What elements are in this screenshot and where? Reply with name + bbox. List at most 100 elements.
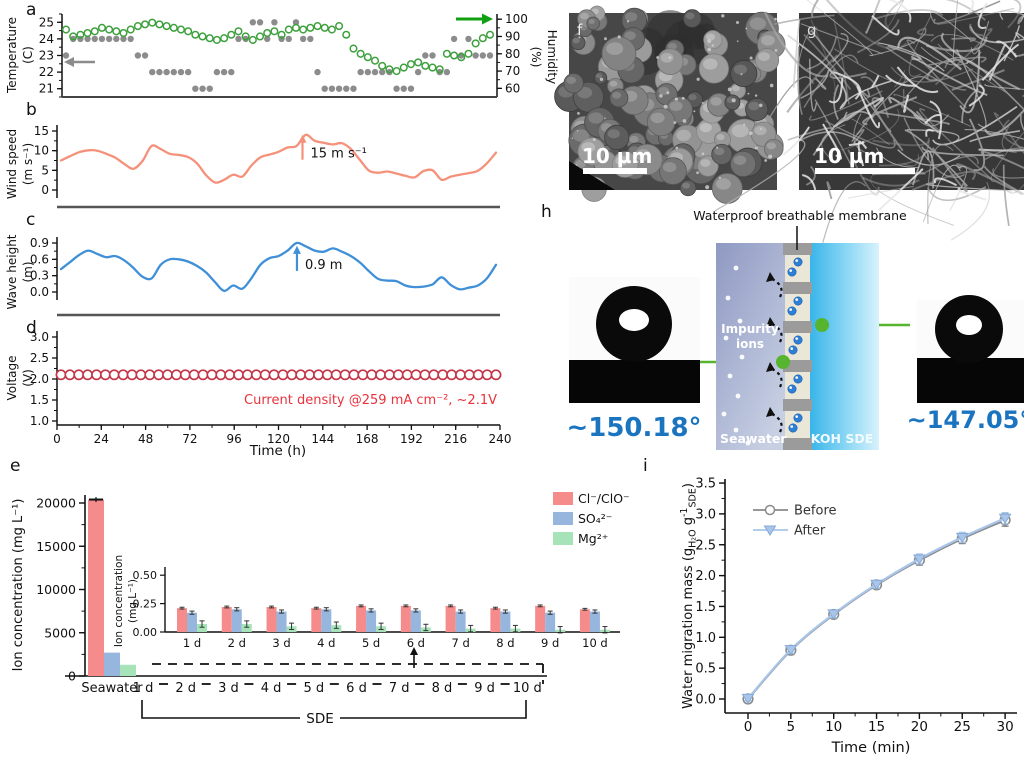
- svg-text:0.0: 0.0: [30, 285, 49, 299]
- svg-text:0.9: 0.9: [30, 236, 49, 250]
- svg-text:100: 100: [505, 12, 528, 26]
- svg-text:10: 10: [34, 144, 49, 158]
- svg-text:2 d: 2 d: [175, 681, 196, 696]
- svg-text:6 d: 6 d: [346, 681, 367, 696]
- svg-text:After: After: [794, 524, 826, 539]
- svg-text:2.0: 2.0: [695, 569, 716, 584]
- svg-text:KOH SDE: KOH SDE: [811, 431, 873, 446]
- panel-d-voltage-chart: 1.0 1.5 2.0 2.5 3.0 0 24 48 72 96 120 144 168 192 216 2…: [5, 330, 512, 459]
- svg-text:4 d: 4 d: [261, 681, 282, 696]
- svg-text:8 d: 8 d: [432, 681, 453, 696]
- svg-text:Current density @259 mA cm⁻²,: Current density @259 mA cm⁻², ~2.1V: [244, 393, 497, 408]
- svg-text:1.0: 1.0: [695, 631, 716, 646]
- svg-text:Humidity: Humidity: [545, 30, 559, 84]
- svg-text:120: 120: [267, 432, 290, 446]
- svg-text:10 µm: 10 µm: [814, 144, 884, 168]
- svg-text:25: 25: [39, 15, 54, 29]
- svg-text:Seawater: Seawater: [720, 431, 787, 446]
- svg-text:Cl⁻/ClO⁻: Cl⁻/ClO⁻: [578, 491, 630, 506]
- svg-text:Time (min): Time (min): [831, 740, 911, 756]
- panel-label-e: e: [10, 456, 21, 476]
- svg-text:8 d: 8 d: [496, 636, 514, 650]
- svg-text:5 d: 5 d: [303, 681, 324, 696]
- svg-text:ions: ions: [736, 337, 764, 351]
- svg-text:168: 168: [356, 432, 379, 446]
- panel-g-sem-image: g 10 µm: [714, 0, 1024, 243]
- svg-text:2 d: 2 d: [228, 636, 246, 650]
- svg-text:1 d: 1 d: [133, 681, 154, 696]
- svg-text:2.5: 2.5: [695, 538, 716, 553]
- svg-text:20: 20: [911, 719, 928, 735]
- svg-text:22: 22: [39, 65, 54, 79]
- svg-text:0.00: 0.00: [133, 626, 158, 639]
- svg-text:15000: 15000: [36, 539, 76, 554]
- svg-text:3.5: 3.5: [695, 477, 716, 492]
- svg-text:21: 21: [39, 82, 54, 96]
- svg-text:10000: 10000: [36, 582, 76, 597]
- svg-text:24: 24: [94, 432, 109, 446]
- panel-e-ion-concentration-chart: 0 5000 10000 15000 20000 Ion concentration (m…: [11, 491, 630, 727]
- svg-text:3.0: 3.0: [695, 507, 716, 522]
- svg-text:144: 144: [311, 432, 334, 446]
- svg-text:2.0: 2.0: [30, 372, 49, 386]
- svg-text:48: 48: [138, 432, 153, 446]
- svg-text:Seawater: Seawater: [81, 681, 143, 696]
- svg-text:Ion concentration: Ion concentration: [113, 555, 125, 647]
- svg-text:Temperature: Temperature: [5, 17, 19, 94]
- panel-label-c: c: [26, 210, 36, 230]
- svg-text:60: 60: [505, 81, 520, 95]
- svg-text:(V): (V): [21, 369, 35, 387]
- svg-text:5 d: 5 d: [362, 636, 380, 650]
- svg-text:5: 5: [41, 163, 49, 177]
- svg-text:0.25: 0.25: [133, 598, 158, 611]
- svg-text:15: 15: [868, 719, 885, 735]
- svg-text:1.5: 1.5: [695, 600, 716, 615]
- svg-text:Before: Before: [794, 504, 837, 519]
- svg-text:(m s⁻¹): (m s⁻¹): [21, 143, 35, 185]
- svg-text:20000: 20000: [36, 496, 76, 511]
- svg-text:1.0: 1.0: [30, 414, 49, 428]
- panel-f-sem-image: f 10 µm: [554, 5, 786, 204]
- panel-c-wave-height-chart: 0.0 0.3 0.6 0.9 Wave height (m) 0.9 m: [5, 234, 500, 317]
- panel-label-h: h: [541, 202, 552, 222]
- svg-text:0.0: 0.0: [695, 693, 716, 708]
- panel-label-d: d: [26, 318, 37, 338]
- svg-text:0: 0: [744, 719, 753, 735]
- svg-text:72: 72: [182, 432, 197, 446]
- svg-text:Waterproof breathable membrane: Waterproof breathable membrane: [693, 208, 907, 223]
- svg-text:192: 192: [400, 432, 423, 446]
- svg-text:7 d: 7 d: [451, 636, 469, 650]
- svg-text:g: g: [807, 21, 817, 39]
- svg-text:(C): (C): [21, 46, 35, 64]
- svg-text:~150.18°: ~150.18°: [566, 413, 701, 443]
- svg-text:10: 10: [825, 719, 842, 735]
- svg-text:0.9 m: 0.9 m: [305, 258, 342, 273]
- svg-text:15: 15: [34, 124, 49, 138]
- svg-text:1 d: 1 d: [183, 636, 201, 650]
- svg-text:0: 0: [68, 669, 76, 684]
- panel-label-b: b: [26, 100, 37, 120]
- svg-text:Wave height: Wave height: [5, 234, 19, 309]
- svg-text:70: 70: [505, 64, 520, 78]
- svg-text:0.3: 0.3: [30, 269, 49, 283]
- panel-a-temperature-humidity-chart: 21 22 23 24 25 60 70 80 90 100 Temperature (C) (%) Hu…: [5, 12, 559, 98]
- svg-text:SDE: SDE: [306, 711, 334, 727]
- svg-text:Mg²⁺: Mg²⁺: [578, 531, 608, 546]
- svg-text:25: 25: [954, 719, 971, 735]
- svg-text:4 d: 4 d: [317, 636, 335, 650]
- svg-text:3.0: 3.0: [30, 330, 49, 344]
- svg-text:~147.05°: ~147.05°: [907, 406, 1024, 434]
- svg-text:23: 23: [39, 49, 54, 63]
- svg-text:240: 240: [489, 432, 512, 446]
- svg-text:Ion concentration (mg L⁻¹): Ion concentration (mg L⁻¹): [11, 499, 26, 672]
- svg-text:216: 216: [444, 432, 467, 446]
- svg-text:f: f: [577, 21, 583, 39]
- svg-text:2.5: 2.5: [30, 351, 49, 365]
- svg-text:Water migration mass (gH₂O g-1: Water migration mass (gH₂O g-1SDE): [679, 483, 699, 709]
- svg-text:10 d: 10 d: [582, 636, 608, 650]
- panel-i-water-migration-chart: 0.0 0.5 1.0 1.5 2.0 2.5 3.0 3.5 0 5 10 15 20 25 30 Time…: [679, 477, 1017, 756]
- svg-text:24: 24: [39, 32, 54, 46]
- svg-text:Impurity: Impurity: [721, 322, 779, 336]
- svg-text:0: 0: [41, 183, 49, 197]
